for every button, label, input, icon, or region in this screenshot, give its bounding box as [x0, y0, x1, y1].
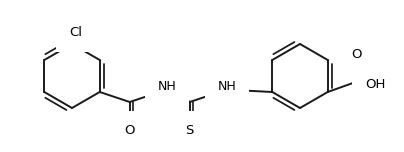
- Text: NH: NH: [157, 81, 176, 93]
- Text: O: O: [124, 124, 135, 138]
- Text: S: S: [185, 124, 194, 138]
- Text: O: O: [351, 48, 362, 62]
- Text: NH: NH: [217, 81, 236, 93]
- Text: OH: OH: [366, 78, 386, 90]
- Text: Cl: Cl: [69, 26, 82, 38]
